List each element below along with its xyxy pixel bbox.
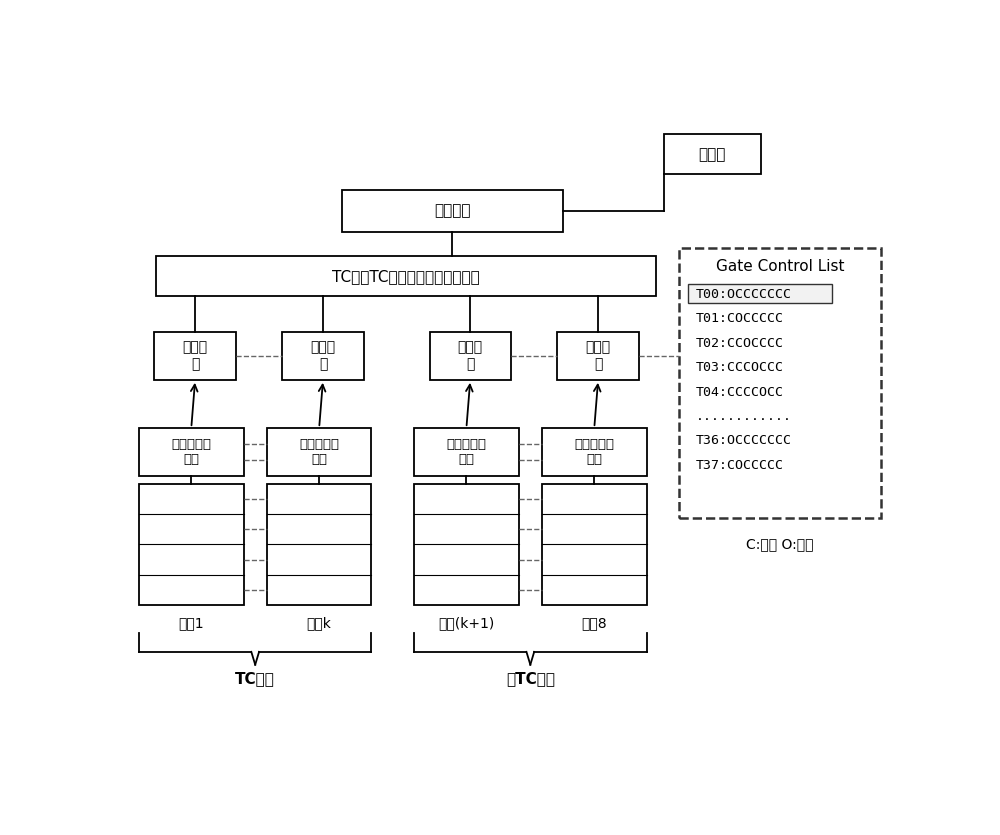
Text: Gate Control List: Gate Control List: [716, 259, 844, 274]
Text: 队列1: 队列1: [178, 616, 204, 630]
Text: 输出端口: 输出端口: [434, 204, 471, 219]
Text: 队典8: 队典8: [581, 616, 607, 630]
FancyBboxPatch shape: [156, 256, 656, 296]
FancyBboxPatch shape: [679, 248, 881, 518]
Text: ............: ............: [696, 410, 792, 423]
FancyBboxPatch shape: [688, 284, 832, 303]
Text: 队列k: 队列k: [307, 616, 332, 630]
Text: 严格优先级
算法: 严格优先级 算法: [446, 438, 486, 466]
Text: TC和非TC数据流量混合传输选择: TC和非TC数据流量混合传输选择: [332, 269, 480, 284]
FancyBboxPatch shape: [542, 428, 647, 476]
Text: C:关闭 O:开启: C:关闭 O:开启: [746, 538, 814, 551]
Text: T04:CCCCOCC: T04:CCCCOCC: [696, 386, 784, 398]
Text: 队列(k+1): 队列(k+1): [438, 616, 495, 630]
FancyBboxPatch shape: [139, 428, 244, 476]
Text: 时间门
关: 时间门 关: [310, 341, 336, 371]
FancyBboxPatch shape: [267, 484, 371, 605]
FancyBboxPatch shape: [267, 428, 371, 476]
FancyBboxPatch shape: [342, 190, 563, 232]
Text: T02:CCOCCCC: T02:CCOCCCC: [696, 337, 784, 350]
Text: T37:COCCCCC: T37:COCCCCC: [696, 459, 784, 472]
Text: 时间门
关: 时间门 关: [586, 341, 611, 371]
FancyBboxPatch shape: [542, 484, 647, 605]
Text: 严格优先级
算法: 严格优先级 算法: [299, 438, 339, 466]
Text: 非TC队列: 非TC队列: [506, 671, 555, 686]
FancyBboxPatch shape: [154, 331, 236, 380]
Text: 时间门
关: 时间门 关: [458, 341, 483, 371]
Text: TC队列: TC队列: [235, 671, 275, 686]
Text: T36:OCCCCCCC: T36:OCCCCCCC: [696, 434, 792, 448]
Text: 时间门
开: 时间门 开: [183, 341, 208, 371]
Text: 严格优先级
算法: 严格优先级 算法: [574, 438, 614, 466]
Text: 交换机: 交换机: [698, 147, 726, 162]
Text: T01:COCCCCC: T01:COCCCCC: [696, 312, 784, 326]
FancyBboxPatch shape: [430, 331, 511, 380]
Text: 严格优先级
算法: 严格优先级 算法: [171, 438, 211, 466]
FancyBboxPatch shape: [414, 428, 519, 476]
FancyBboxPatch shape: [139, 484, 244, 605]
Text: T00:OCCCCCCC: T00:OCCCCCCC: [696, 288, 792, 301]
FancyBboxPatch shape: [282, 331, 364, 380]
FancyBboxPatch shape: [414, 484, 519, 605]
FancyBboxPatch shape: [664, 134, 761, 175]
FancyBboxPatch shape: [557, 331, 639, 380]
Text: T03:CCCOCCC: T03:CCCOCCC: [696, 362, 784, 374]
